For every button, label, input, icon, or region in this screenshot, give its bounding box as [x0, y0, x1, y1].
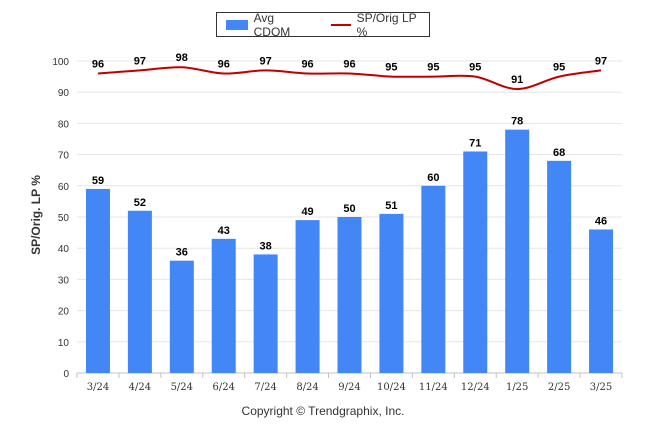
line-data-label: 96 — [343, 58, 355, 70]
y-tick-label: 10 — [58, 338, 70, 349]
x-tick-label: 4/24 — [129, 382, 151, 393]
x-tick-label: 6/24 — [212, 382, 234, 393]
y-tick-label: 60 — [58, 182, 70, 193]
bar-data-label: 43 — [218, 225, 230, 237]
legend-bar-label: Avg CDOM — [253, 10, 291, 39]
line-series-sp-orig — [97, 66, 602, 91]
bar — [379, 213, 404, 373]
line-data-label: 95 — [553, 62, 565, 74]
x-tick-label: 3/24 — [87, 382, 109, 393]
line-data-label: 97 — [134, 55, 146, 67]
bar — [589, 229, 614, 373]
bar — [547, 160, 572, 373]
line-data-label: 91 — [511, 74, 523, 86]
bar-data-label: 36 — [176, 247, 188, 259]
bar — [337, 217, 362, 373]
bar-data-label: 78 — [511, 116, 523, 128]
bar-data-label: 60 — [427, 172, 439, 184]
x-tick-label: 2/25 — [548, 382, 570, 393]
x-tick-label: 1/25 — [506, 382, 528, 393]
y-tick-label: 40 — [58, 244, 70, 255]
bar-data-label: 52 — [134, 197, 146, 209]
chart-legend: Avg CDOM SP/Orig LP % — [216, 11, 430, 39]
x-tick-label: 5/24 — [171, 382, 193, 393]
legend-item-avg-cdom: Avg CDOM — [217, 11, 313, 39]
line-data-label: 97 — [260, 55, 272, 67]
x-tick-label: 8/24 — [296, 382, 318, 393]
line-data-label: 96 — [92, 58, 104, 70]
bar-data-label: 50 — [343, 203, 355, 215]
x-tick-label: 9/24 — [338, 382, 360, 393]
copyright-text: Copyright © Trendgraphix, Inc. — [241, 404, 405, 418]
x-tick-label: 7/24 — [254, 382, 276, 393]
bar — [169, 260, 194, 373]
y-tick-label: 50 — [58, 213, 70, 224]
y-tick-label: 30 — [58, 275, 70, 286]
legend-item-sp-orig: SP/Orig LP % — [313, 11, 429, 39]
bar-data-label: 59 — [92, 175, 104, 187]
line-data-label: 95 — [385, 62, 397, 74]
bar-data-label: 38 — [260, 240, 272, 252]
y-tick-label: 90 — [58, 88, 70, 99]
bar-data-label: 51 — [385, 200, 397, 212]
y-tick-label: 0 — [63, 369, 69, 380]
x-tick-label: 10/24 — [377, 382, 406, 393]
legend-line-swatch — [330, 23, 351, 26]
y-tick-label: 70 — [58, 151, 70, 162]
bar — [253, 254, 278, 373]
bar — [421, 185, 446, 373]
line-data-label: 95 — [427, 62, 439, 74]
y-tick-label: 100 — [52, 57, 69, 68]
x-tick-label: 3/25 — [590, 382, 612, 393]
bar-data-label: 49 — [301, 206, 313, 218]
legend-bar-swatch — [226, 19, 248, 30]
line-data-label: 98 — [176, 52, 188, 64]
line-data-label: 95 — [469, 62, 481, 74]
bar — [505, 129, 530, 373]
bar — [211, 238, 236, 373]
bar-data-label: 68 — [553, 147, 565, 159]
line-data-label: 96 — [218, 58, 230, 70]
bar — [85, 188, 110, 373]
bar — [295, 220, 320, 373]
line-data-label: 97 — [595, 55, 607, 67]
bar-data-label: 71 — [469, 137, 481, 149]
y-tick-label: 20 — [58, 307, 70, 318]
legend-line-label: SP/Orig LP % — [356, 10, 417, 39]
bar — [463, 151, 488, 373]
y-tick-label: 80 — [58, 119, 70, 130]
bar-data-label: 46 — [595, 215, 607, 227]
bar — [127, 210, 152, 373]
y-axis-label: SP/Orig. LP % — [29, 175, 43, 255]
x-tick-label: 11/24 — [419, 382, 448, 393]
line-data-label: 96 — [301, 58, 313, 70]
x-tick-label: 12/24 — [461, 382, 490, 393]
